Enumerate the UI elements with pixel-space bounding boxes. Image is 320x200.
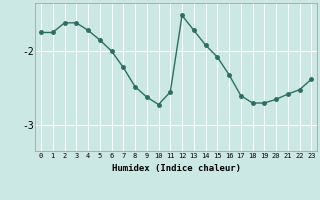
X-axis label: Humidex (Indice chaleur): Humidex (Indice chaleur) bbox=[112, 164, 241, 173]
